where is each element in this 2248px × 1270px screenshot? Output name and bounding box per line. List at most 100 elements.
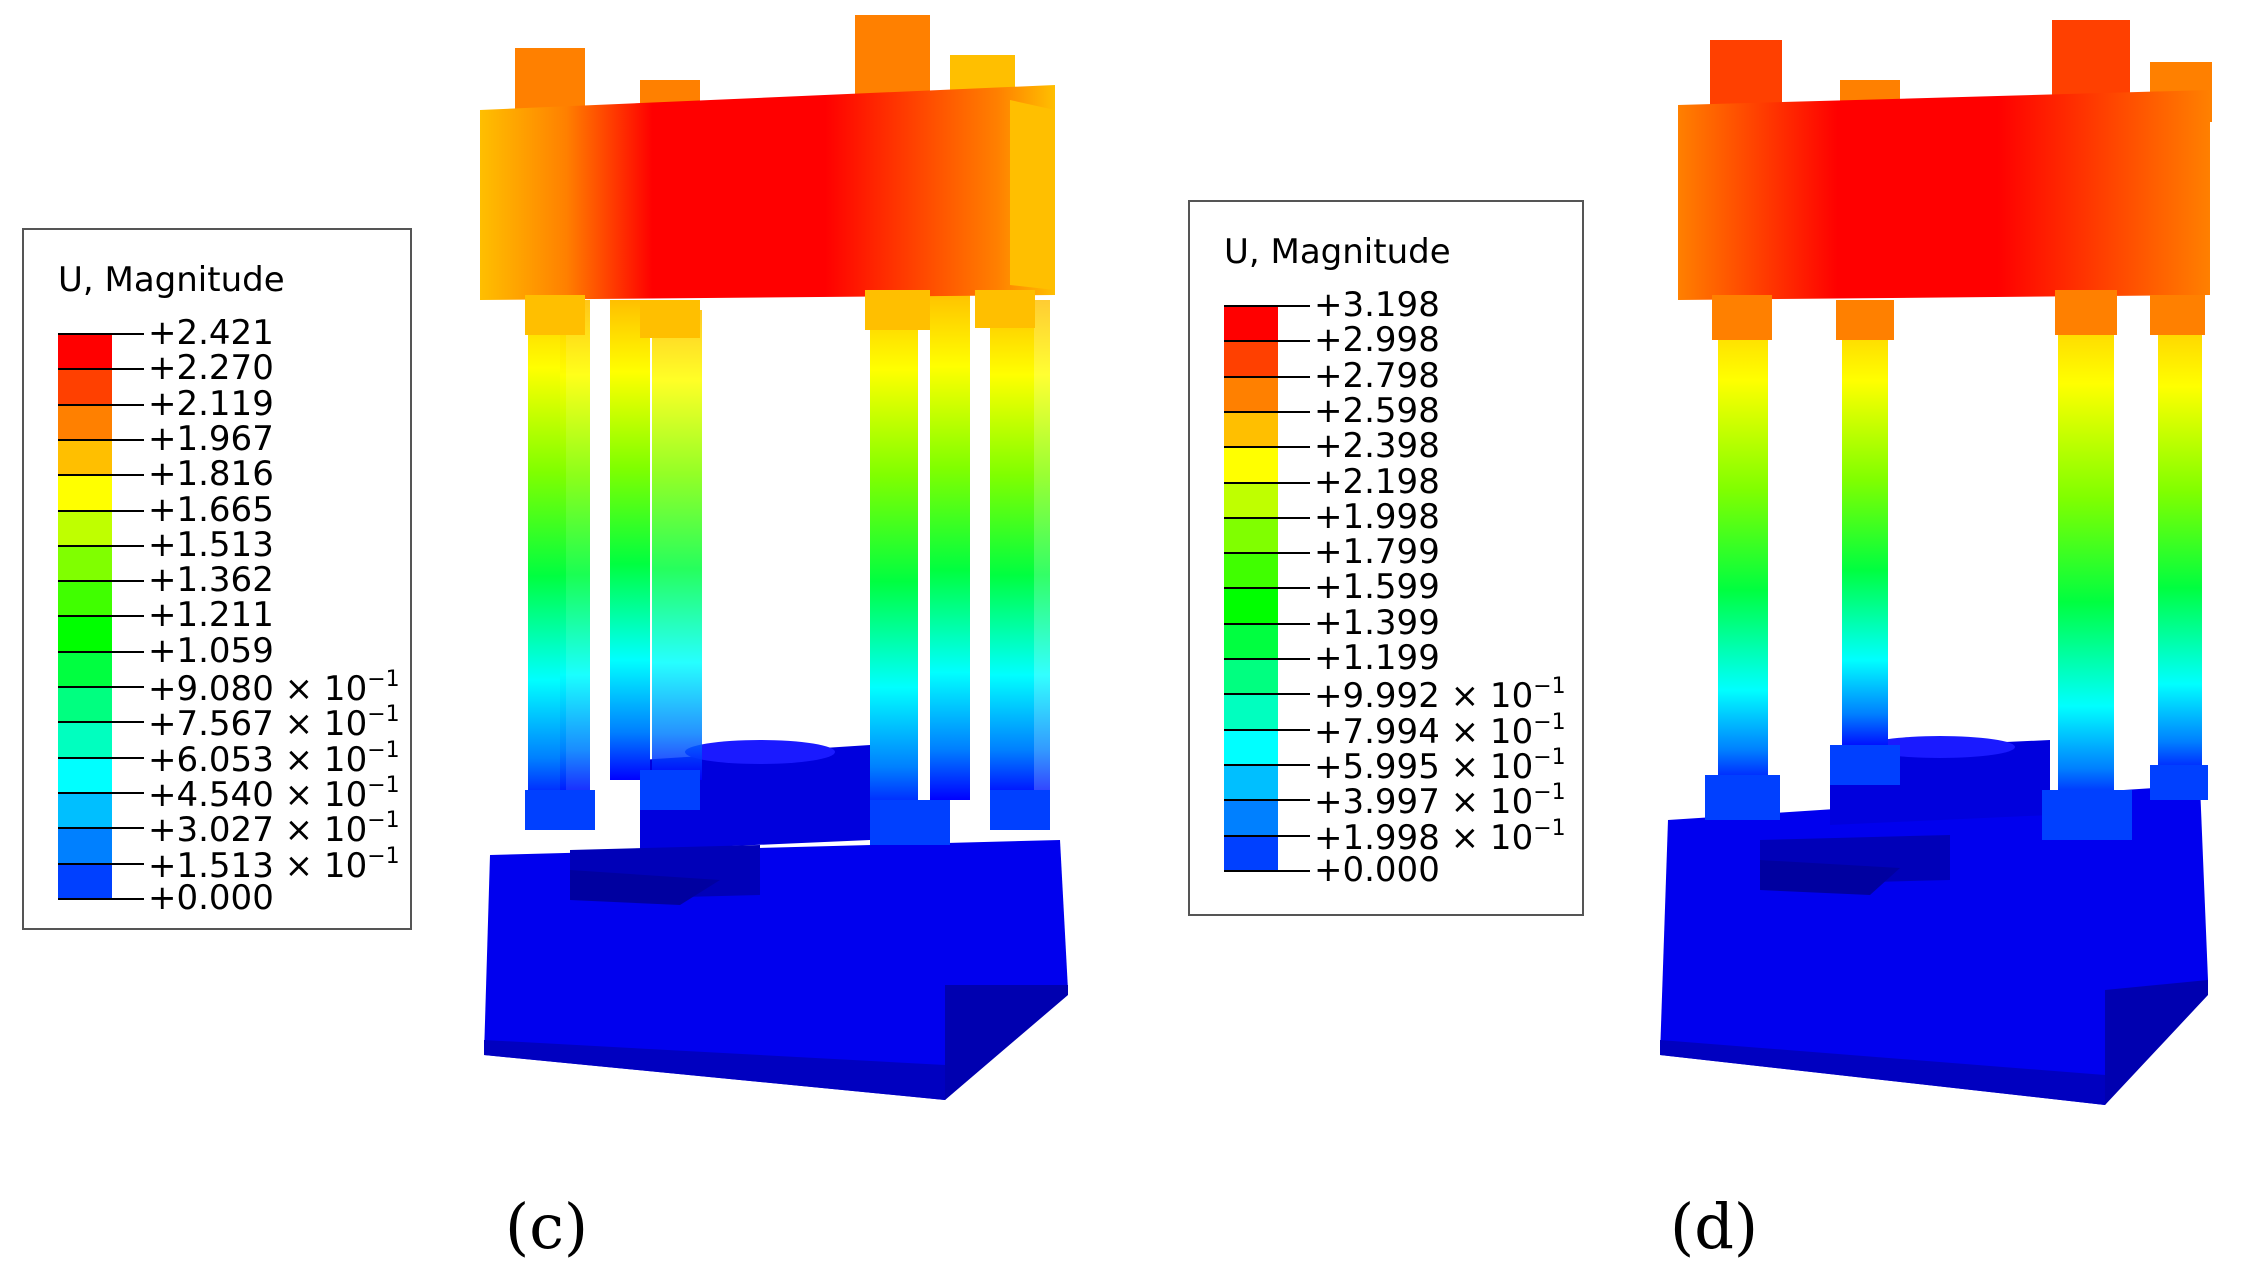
legend-value-label: +1.199 [1314,638,1440,678]
color-swatch [58,686,112,723]
legend-tick [1224,834,1310,837]
color-swatch [58,580,112,617]
model-d-columns [1705,290,2208,840]
legend-tick [1224,658,1310,660]
model-c-columns [525,290,1050,845]
legend-value-label: +2.398 [1314,426,1440,467]
color-swatch [58,403,112,440]
legend-tick [1224,622,1310,625]
color-swatch [58,438,112,476]
legend-tick [58,897,144,900]
legend-tick [1224,587,1310,590]
color-swatch [58,756,112,793]
legend-value-label: +6.053 × 10−1 [148,737,400,780]
legend-value-label: +9.080 × 10−1 [148,667,400,709]
color-swatch [58,650,112,687]
legend-value-label: +2.998 [1314,320,1440,361]
legend-tick [58,862,144,865]
legend-tick [58,438,144,441]
legend-value-label: +3.198 [1314,285,1440,325]
color-swatch [58,544,112,582]
model-d-base [1660,736,2208,1105]
legend-value-label: +1.967 [148,418,274,459]
legend-tick [1224,728,1310,731]
legend-tick [1224,799,1310,802]
legend-title: U, Magnitude [58,260,285,300]
legend-tick [58,650,144,653]
panel-label-d: (d) [1670,1190,1759,1263]
panel-label-c: (c) [505,1190,589,1263]
legend-tick [1224,552,1310,555]
legend-value-label: +1.211 [148,595,274,636]
legend-title: U, Magnitude [1224,232,1451,272]
color-swatch [1224,834,1278,871]
legend-tick [1224,481,1310,484]
legend-value-label: +1.513 [148,524,274,565]
legend-value-label: +0.000 [1314,849,1440,890]
color-swatch [58,721,112,758]
color-swatch [1224,587,1278,624]
color-scale-bar [1224,305,1278,871]
legend-value-label: +3.027 × 10−1 [148,808,400,851]
legend-tick [58,509,144,512]
legend-value-label: +1.998 [1314,496,1440,537]
color-swatch [1224,728,1278,765]
color-swatch [58,333,112,370]
legend-tick [58,368,144,371]
color-swatch [1224,410,1278,448]
legend-value-label: +3.997 × 10−1 [1314,780,1566,823]
color-swatch [1224,481,1278,518]
legend-tick [58,333,144,335]
legend-value-label: +5.995 × 10−1 [1314,744,1566,787]
legend-tick [58,403,144,406]
color-swatch [58,615,112,652]
legend-tick [1224,305,1310,307]
model-c-top-beam [480,15,1055,338]
legend-value-label: +1.399 [1314,602,1440,643]
color-swatch [58,474,112,511]
legend-value-label: +1.998 × 10−1 [1314,815,1566,858]
legend-tick [58,756,144,759]
legend-tick [1224,693,1310,696]
legend-tick [58,686,144,688]
legend-value-label: +7.567 × 10−1 [148,702,400,745]
legend-tick [58,827,144,830]
legend-value-label: +1.799 [1314,532,1440,573]
legend-value-label: +7.994 × 10−1 [1314,709,1566,752]
color-scale-bar [58,333,112,899]
color-swatch [58,862,112,899]
legend-tick [58,580,144,583]
legend-tick [1224,763,1310,766]
legend-value-label: +1.665 [148,489,274,530]
legend-value-label: +2.119 [148,383,274,424]
legend-value-label: +1.599 [1314,567,1440,608]
legend-value-label: +2.421 [148,313,274,353]
legend-value-label: +4.540 × 10−1 [148,772,400,815]
legend-tick [58,791,144,794]
legend-value-label: +2.198 [1314,461,1440,502]
color-swatch [1224,658,1278,695]
color-swatch [1224,305,1278,342]
color-swatch [1224,622,1278,659]
color-swatch [58,509,112,546]
color-swatch [58,791,112,829]
color-swatch [1224,763,1278,801]
legend-value-label: +1.513 × 10−1 [148,843,400,886]
legend-tick [1224,446,1310,449]
legend-tick [1224,869,1310,872]
color-swatch [1224,693,1278,730]
legend-tick [58,721,144,724]
color-swatch [1224,446,1278,483]
color-swatch [1224,375,1278,412]
legend-tick [58,615,144,618]
legend-value-label: +2.598 [1314,390,1440,431]
color-swatch [1224,552,1278,589]
legend-c: U, Magnitude +2.421 +2.270 +2.119 +1.967 +1.… [22,228,412,930]
color-swatch [58,827,112,864]
legend-tick [1224,516,1310,519]
legend-value-label: +2.798 [1314,355,1440,396]
legend-value-label: +9.992 × 10−1 [1314,674,1566,717]
legend-tick [1224,410,1310,413]
color-swatch [1224,516,1278,554]
